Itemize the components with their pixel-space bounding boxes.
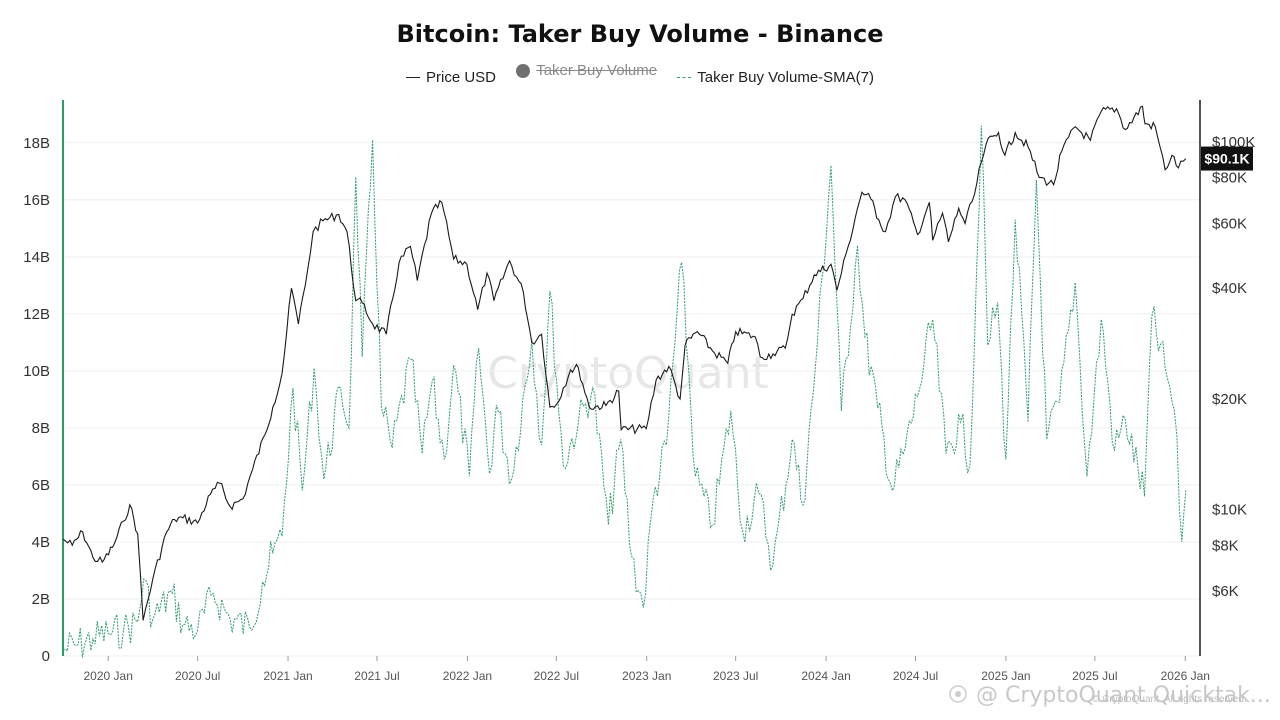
footer: @ CryptoQuant Quicktak... © CryptoQuant.… [949,683,1271,708]
x-tick-label: 2026 Jan [1161,669,1210,683]
price-series-line [62,105,1187,621]
x-tick-label: 2022 Jan [443,669,492,683]
x-tick-label: 2025 Jul [1072,669,1117,683]
y-left-tick-label: 14B [23,249,50,266]
y-left-tick-label: 6B [32,477,50,494]
footer-copyright: © CryptoQuant. All rights reserved. [1092,694,1247,705]
y-right-tick-label: $6K [1212,583,1239,600]
left-axis: 0 2B 4B 6B 8B 10B 12B 14B 16B 18B [23,100,64,665]
y-left-tick-label: 16B [23,192,50,209]
legend-item-taker-buy-volume[interactable]: Taker Buy Volume [516,62,657,79]
y-left-tick-label: 12B [23,306,50,323]
current-price-label: $90.1K [1204,151,1249,167]
y-left-tick-label: 18B [23,135,50,152]
y-left-tick-label: 10B [23,363,50,380]
x-tick-label: 2020 Jan [84,669,133,683]
x-axis: 2020 Jan 2020 Jul 2021 Jan 2021 Jul 2022 Jan… [84,656,1210,683]
weibo-icon [949,685,967,703]
x-tick-label: 2024 Jul [893,669,938,683]
footer-source: @ CryptoQuant Quicktak... [976,683,1271,708]
chart-legend: Price USD Taker Buy Volume Taker Buy Vol… [0,62,1280,86]
y-left-tick-label: 4B [32,534,50,551]
legend-item-sma[interactable]: Taker Buy Volume-SMA(7) [677,69,874,86]
current-price-badge: $90.1K [1201,146,1253,171]
circle-swatch-icon [516,63,531,78]
watermark: CryptoQuant [487,348,769,399]
x-tick-label: 2024 Jan [801,669,850,683]
y-left-tick-label: 2B [32,591,50,608]
legend-label-taker-buy-volume: Taker Buy Volume [536,62,658,79]
x-tick-label: 2021 Jul [354,669,399,683]
legend-label-price: Price USD [426,68,497,86]
y-right-tick-label: $40K [1212,280,1247,297]
y-right-tick-label: $10K [1212,502,1247,519]
x-tick-label: 2025 Jan [981,669,1030,683]
x-tick-label: 2023 Jan [622,669,671,683]
y-right-tick-label: $60K [1212,215,1247,232]
sma-series-line [62,125,1187,658]
legend-label-sma: Taker Buy Volume-SMA(7) [697,68,874,86]
y-left-tick-label: 0 [42,648,50,665]
current-price-badge-bg [1201,146,1253,171]
x-tick-label: 2022 Jul [534,669,579,683]
grid-lines [63,142,1200,657]
dashed-swatch-icon [677,76,692,78]
y-right-tick-label: $80K [1212,170,1247,187]
right-axis: $6K$8K$10K$20K$40K$60K$80K$100K [1199,100,1255,656]
y-right-tick-label: $8K [1212,537,1239,554]
y-left-tick-label: 8B [32,420,50,437]
legend-item-price[interactable]: Price USD [406,69,496,86]
x-tick-label: 2023 Jul [713,669,758,683]
x-tick-label: 2020 Jul [175,669,220,683]
x-tick-label: 2021 Jan [263,669,312,683]
chart-title: Bitcoin: Taker Buy Volume - Binance [396,20,884,48]
line-swatch-icon [406,76,420,78]
y-right-tick-label: $20K [1212,391,1247,408]
